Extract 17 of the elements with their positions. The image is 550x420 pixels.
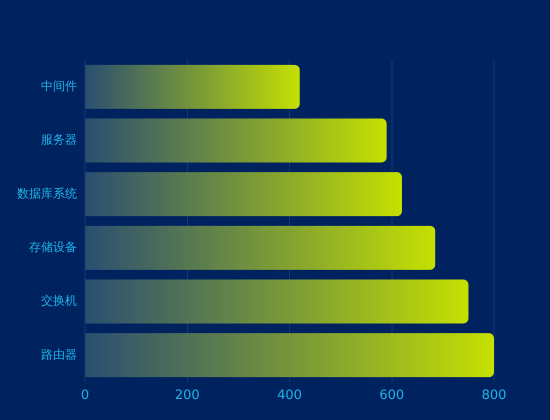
y-tick-label: 交换机 (41, 294, 77, 308)
bar (86, 226, 436, 270)
y-tick-label: 路由器 (41, 347, 77, 362)
x-tick-label: 200 (174, 388, 200, 404)
bar (86, 279, 468, 324)
y-tick-label: 服务器 (41, 132, 77, 147)
bar (86, 118, 387, 163)
x-tick-label: 800 (482, 388, 506, 404)
y-tick-label: 中间件 (41, 78, 77, 93)
bar (86, 64, 300, 109)
x-tick-label: 0 (80, 388, 90, 404)
bar (86, 333, 494, 378)
bar (86, 172, 402, 216)
y-tick-label: 存储设备 (29, 240, 77, 254)
x-tick-label: 600 (379, 388, 404, 404)
x-tick-label: 400 (277, 388, 302, 404)
y-tick-label: 数据库系统 (17, 186, 77, 200)
